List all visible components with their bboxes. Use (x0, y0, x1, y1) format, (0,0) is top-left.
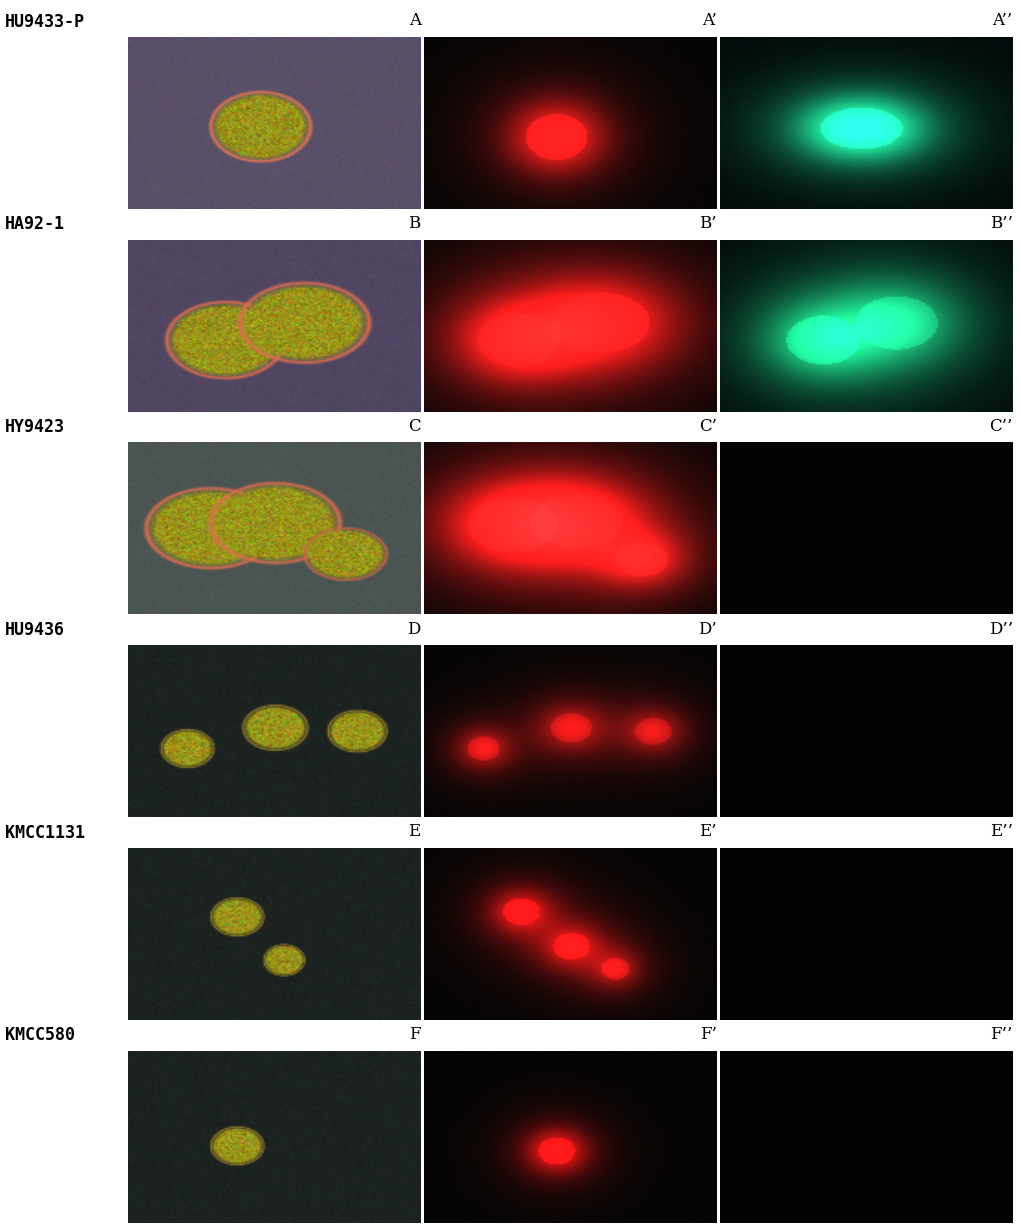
Text: F’: F’ (699, 1026, 717, 1043)
Text: D: D (407, 621, 421, 638)
Text: C’’: C’’ (989, 418, 1013, 435)
Text: E’’: E’’ (989, 823, 1013, 841)
Text: HY9423: HY9423 (5, 418, 65, 436)
Text: E’: E’ (699, 823, 717, 841)
Text: A: A (408, 12, 421, 29)
Text: C: C (408, 418, 421, 435)
Text: F: F (409, 1026, 421, 1043)
Text: D’’: D’’ (988, 621, 1013, 638)
Text: B’’: B’’ (989, 215, 1013, 232)
Text: D’: D’ (698, 621, 717, 638)
Text: A’’: A’’ (992, 12, 1013, 29)
Text: B: B (408, 215, 421, 232)
Text: KMCC1131: KMCC1131 (5, 823, 85, 842)
Text: A’: A’ (701, 12, 717, 29)
Text: KMCC580: KMCC580 (5, 1026, 76, 1045)
Text: B’: B’ (699, 215, 717, 232)
Text: C’: C’ (698, 418, 717, 435)
Text: HU9436: HU9436 (5, 621, 65, 639)
Text: HA92-1: HA92-1 (5, 215, 65, 234)
Text: E: E (408, 823, 421, 841)
Text: HU9433-P: HU9433-P (5, 12, 85, 31)
Text: F’’: F’’ (990, 1026, 1013, 1043)
